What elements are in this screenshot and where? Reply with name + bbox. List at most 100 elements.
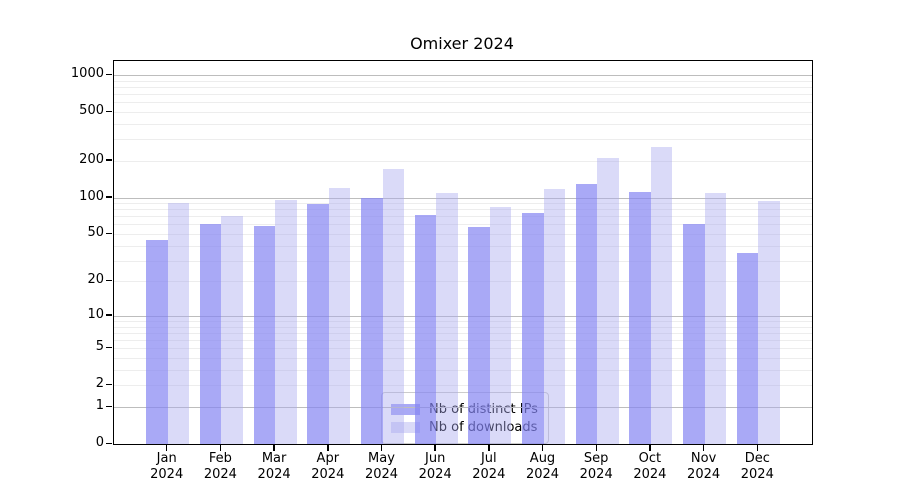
bar-downloads xyxy=(167,202,190,444)
minor-gridline xyxy=(114,234,812,235)
x-tick-label: Aug 2024 xyxy=(513,451,573,483)
y-tick-mark xyxy=(106,110,112,112)
legend: Nb of distinct IPs Nb of downloads xyxy=(381,392,549,444)
x-tick-year: 2024 xyxy=(418,467,452,482)
x-tick-year: 2024 xyxy=(740,467,774,482)
x-tick-mark xyxy=(380,445,383,451)
minor-gridline xyxy=(114,112,812,113)
bar-downloads xyxy=(597,158,619,444)
chart-title: Omixer 2024 xyxy=(410,34,514,53)
minor-gridline xyxy=(114,370,812,371)
x-tick-label: Apr 2024 xyxy=(298,451,358,483)
x-tick-mark xyxy=(541,445,544,451)
x-tick-mark xyxy=(434,445,436,451)
x-tick-mark xyxy=(702,445,705,451)
bar-distinct-ips xyxy=(253,226,276,444)
y-tick-mark xyxy=(106,314,112,316)
y-tick-mark xyxy=(106,159,112,161)
downloads-swatch xyxy=(391,421,420,433)
bar-distinct-ips xyxy=(146,239,168,444)
bar-distinct-ips xyxy=(522,212,544,444)
y-tick-mark xyxy=(106,405,112,407)
y-tick-mark xyxy=(106,232,112,234)
minor-gridline xyxy=(114,160,812,162)
minor-gridline xyxy=(114,209,812,211)
bar-downloads xyxy=(382,169,404,444)
x-tick-label: Feb 2024 xyxy=(190,451,250,483)
major-gridline xyxy=(114,315,812,317)
y-tick-mark xyxy=(106,279,112,282)
legend-item: Nb of distinct IPs xyxy=(391,401,539,417)
minor-gridline xyxy=(114,332,812,334)
x-tick-mark xyxy=(219,445,222,451)
bar-downloads xyxy=(221,215,243,444)
minor-gridline xyxy=(114,245,812,247)
minor-gridline xyxy=(114,139,812,141)
x-tick-label: Oct 2024 xyxy=(620,451,680,483)
y-tick-label: 200 xyxy=(79,151,104,167)
x-tick-label: Sep 2024 xyxy=(566,451,626,483)
y-tick-label: 2 xyxy=(95,376,104,392)
y-tick-mark xyxy=(106,346,112,349)
minor-gridline xyxy=(114,203,812,205)
distinct-ips-swatch xyxy=(391,403,420,415)
x-tick-year: 2024 xyxy=(364,467,399,482)
minor-gridline xyxy=(114,216,812,218)
y-tick-mark xyxy=(106,196,112,198)
x-tick-mark xyxy=(488,445,490,451)
minor-gridline xyxy=(114,385,812,387)
minor-gridline xyxy=(114,94,812,95)
x-tick-label: Jun 2024 xyxy=(405,451,465,483)
minor-gridline xyxy=(114,260,812,262)
x-tick-label: Jan 2024 xyxy=(137,451,197,483)
bar-distinct-ips xyxy=(468,227,490,444)
y-tick-label: 1000 xyxy=(70,66,104,81)
minor-gridline xyxy=(114,348,812,350)
bar-downloads xyxy=(650,147,673,444)
x-tick-mark xyxy=(649,445,651,451)
x-tick-year: 2024 xyxy=(150,467,184,482)
major-gridline xyxy=(114,407,812,408)
y-tick-label: 5 xyxy=(95,339,104,355)
x-tick-year: 2024 xyxy=(633,467,667,482)
bar-downloads xyxy=(489,207,512,444)
y-tick-label: 1 xyxy=(95,398,104,413)
x-tick-year: 2024 xyxy=(472,467,506,482)
x-tick-mark xyxy=(327,445,329,451)
x-tick-label: Mar 2024 xyxy=(244,451,304,483)
y-tick-mark xyxy=(106,383,112,386)
minor-gridline xyxy=(114,86,812,88)
x-tick-mark xyxy=(756,445,759,451)
minor-gridline xyxy=(114,224,812,226)
x-tick-label: Jul 2024 xyxy=(459,451,519,483)
major-gridline xyxy=(114,197,812,199)
bar-distinct-ips xyxy=(199,223,222,444)
bar-distinct-ips xyxy=(683,223,705,444)
x-tick-label: Nov 2024 xyxy=(674,451,734,483)
x-tick-label: May 2024 xyxy=(352,451,412,483)
x-tick-year: 2024 xyxy=(579,467,613,482)
y-tick-label: 20 xyxy=(87,272,104,288)
x-tick-mark xyxy=(165,445,168,451)
y-tick-label: 10 xyxy=(87,306,104,322)
bar-downloads xyxy=(328,187,351,444)
minor-gridline xyxy=(114,281,812,283)
y-tick-label: 50 xyxy=(87,225,104,240)
minor-gridline xyxy=(114,321,812,322)
minor-gridline xyxy=(114,102,812,104)
legend-item: Nb of downloads xyxy=(391,419,539,435)
minor-gridline xyxy=(114,358,812,359)
minor-gridline xyxy=(114,80,812,82)
x-tick-year: 2024 xyxy=(203,467,237,482)
bar-distinct-ips xyxy=(361,197,383,444)
bar-downloads xyxy=(758,200,780,444)
x-tick-year: 2024 xyxy=(525,467,560,482)
bar-distinct-ips xyxy=(575,183,598,444)
y-tick-mark xyxy=(106,73,112,75)
y-tick-label: 0 xyxy=(95,435,104,450)
bar-downloads xyxy=(543,188,565,444)
x-tick-year: 2024 xyxy=(687,467,721,482)
bar-distinct-ips xyxy=(414,214,437,444)
bar-distinct-ips xyxy=(307,203,329,444)
